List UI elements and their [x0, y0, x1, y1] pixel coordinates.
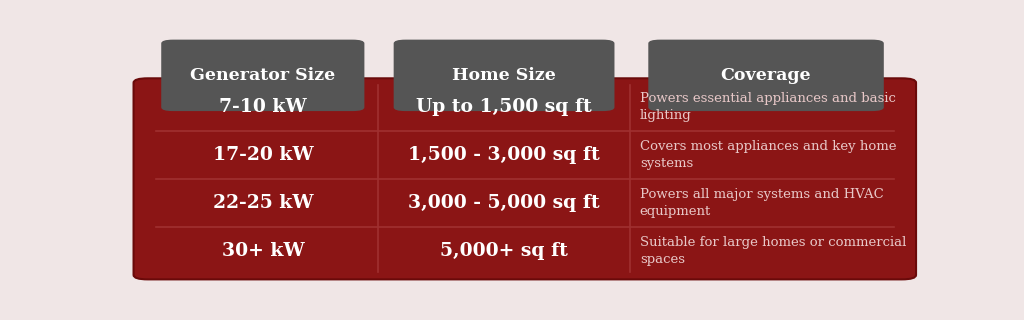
Text: 22-25 kW: 22-25 kW — [213, 194, 313, 212]
Text: Suitable for large homes or commercial
spaces: Suitable for large homes or commercial s… — [640, 236, 906, 266]
Text: Powers all major systems and HVAC
equipment: Powers all major systems and HVAC equipm… — [640, 188, 884, 218]
Text: 5,000+ sq ft: 5,000+ sq ft — [440, 242, 568, 260]
Text: 30+ kW: 30+ kW — [221, 242, 304, 260]
Text: 1,500 - 3,000 sq ft: 1,500 - 3,000 sq ft — [409, 146, 600, 164]
Text: Up to 1,500 sq ft: Up to 1,500 sq ft — [416, 98, 592, 116]
Text: 7-10 kW: 7-10 kW — [219, 98, 306, 116]
Text: 17-20 kW: 17-20 kW — [213, 146, 313, 164]
FancyBboxPatch shape — [161, 40, 365, 111]
Text: Coverage: Coverage — [721, 67, 811, 84]
Text: Generator Size: Generator Size — [190, 67, 336, 84]
Text: Covers most appliances and key home
systems: Covers most appliances and key home syst… — [640, 140, 896, 170]
Text: 3,000 - 5,000 sq ft: 3,000 - 5,000 sq ft — [409, 194, 600, 212]
FancyBboxPatch shape — [648, 40, 884, 111]
Text: Powers essential appliances and basic
lighting: Powers essential appliances and basic li… — [640, 92, 896, 122]
FancyBboxPatch shape — [393, 40, 614, 111]
FancyBboxPatch shape — [133, 78, 916, 279]
Text: Home Size: Home Size — [453, 67, 556, 84]
